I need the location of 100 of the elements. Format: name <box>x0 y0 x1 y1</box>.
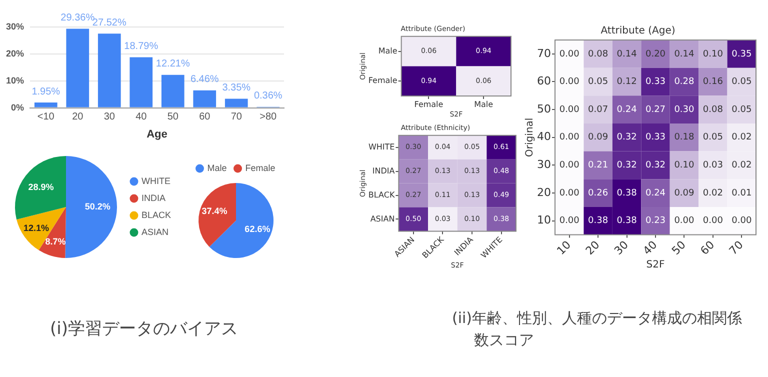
data-label: 0.05 <box>732 104 752 115</box>
data-label: 0.23 <box>645 216 666 226</box>
data-label: 8.7% <box>45 236 66 247</box>
data-label: 18.79% <box>124 40 158 52</box>
x-tick-label: 60 <box>698 238 718 258</box>
data-label: 1.95% <box>32 86 60 98</box>
data-label: 0.14 <box>674 49 695 60</box>
legend-label: INDIA <box>141 192 166 203</box>
x-axis-title: S2F <box>646 260 665 271</box>
y-tick-label: BLACK <box>368 190 396 200</box>
data-label: 29.36% <box>60 12 95 24</box>
y-tick-label: 0% <box>11 102 24 112</box>
x-tick-label: <10 <box>37 112 55 123</box>
data-label: 0.32 <box>645 160 666 171</box>
data-label: 62.6% <box>244 224 270 234</box>
x-tick-label: 20 <box>583 238 602 258</box>
y-tick-label: 10 <box>536 214 551 227</box>
data-label: 12.21% <box>156 58 190 70</box>
legend-label: BLACK <box>141 210 171 220</box>
data-label: 0.00 <box>559 216 580 226</box>
data-label: 0.00 <box>559 104 580 115</box>
legend-label: ASIAN <box>141 226 168 237</box>
y-tick-label: 30 <box>536 158 551 172</box>
data-label: 0.24 <box>616 104 638 115</box>
data-label: 0.03 <box>702 160 723 171</box>
x-tick-label: 30 <box>104 112 116 123</box>
data-label: 0.33 <box>645 77 666 88</box>
data-label: 12.1% <box>24 223 50 234</box>
x-tick-label: 40 <box>136 112 148 123</box>
data-label: 0.32 <box>616 132 637 143</box>
data-label: 0.38 <box>588 216 608 226</box>
data-label: 0.10 <box>674 160 695 171</box>
data-label: 0.36% <box>254 90 282 102</box>
data-label: 0.00 <box>559 77 580 88</box>
chart-title: Attribute (Age) <box>600 26 676 37</box>
x-tick-label: 70 <box>230 112 242 123</box>
y-tick-label: Female <box>368 76 398 86</box>
data-label: 0.01 <box>732 188 752 198</box>
data-label: 0.00 <box>559 188 580 198</box>
x-tick-label: 50 <box>167 112 179 123</box>
x-tick-label: 40 <box>640 238 660 258</box>
data-label: 0.05 <box>702 132 723 143</box>
y-tick-label: 30% <box>6 21 24 32</box>
bar <box>130 57 153 108</box>
data-label: 0.09 <box>588 132 608 143</box>
y-tick-label: 20 <box>536 186 551 199</box>
data-label: 27.52% <box>92 17 126 28</box>
bar <box>34 102 58 108</box>
legend-label: Female <box>245 162 276 173</box>
data-label: 28.9% <box>28 182 54 192</box>
x-tick-label: 50 <box>669 238 688 258</box>
data-label: 0.32 <box>616 160 637 171</box>
data-label: 0.27 <box>645 104 666 115</box>
data-label: 0.02 <box>732 132 752 143</box>
data-label: 37.4% <box>202 206 228 216</box>
data-label: 0.38 <box>616 216 638 226</box>
y-tick-label: 20% <box>6 48 24 58</box>
data-label: 0.38 <box>616 188 638 198</box>
x-tick-label: >80 <box>260 112 278 123</box>
bar <box>224 98 248 108</box>
text: (ii)年齢、性別、人種のデータ構成の相関係数スコア <box>452 308 744 351</box>
data-label: 0.35 <box>732 49 752 60</box>
text: (i)学習データのバイアス <box>50 318 239 340</box>
data-label: 0.02 <box>702 188 723 198</box>
data-label: 0.00 <box>674 216 695 226</box>
y-axis-title: Original <box>524 118 536 157</box>
legend-label: WHITE <box>141 176 170 186</box>
data-label: 50.2% <box>84 202 110 212</box>
data-label: 0.00 <box>559 160 580 171</box>
data-label: 0.33 <box>645 132 666 143</box>
data-label: 0.10 <box>702 49 724 60</box>
data-label: 0.08 <box>588 49 608 60</box>
x-tick-label: 30 <box>612 238 631 258</box>
data-label: 0.12 <box>616 77 637 88</box>
x-axis-title: Age <box>146 128 168 140</box>
data-label: 0.00 <box>559 132 580 143</box>
y-tick-label: 40 <box>536 130 551 144</box>
bar <box>193 90 216 108</box>
data-label: 0.20 <box>645 49 666 60</box>
data-label: 0.08 <box>702 104 724 115</box>
y-tick-label: 10% <box>6 75 24 86</box>
data-label: 0.24 <box>645 188 666 198</box>
data-label: 0.16 <box>702 77 724 88</box>
x-tick-label: 20 <box>72 112 84 123</box>
x-tick-label: 70 <box>726 238 746 258</box>
y-tick-label: ASIAN <box>370 214 395 224</box>
data-label: 0.05 <box>588 77 608 88</box>
y-tick-label: WHITE <box>368 142 395 152</box>
x-tick-label: 10 <box>554 238 574 258</box>
data-label: 0.30 <box>674 104 695 115</box>
y-tick-label: 60 <box>536 74 551 88</box>
legend-label: Male <box>207 162 227 173</box>
data-label: 0.00 <box>732 216 752 226</box>
bar <box>66 28 90 108</box>
data-label: 0.09 <box>674 188 695 198</box>
bar <box>98 34 121 108</box>
data-label: 0.28 <box>674 77 695 88</box>
data-label: 0.21 <box>588 160 608 171</box>
bar <box>161 74 184 108</box>
data-label: 0.26 <box>588 188 608 198</box>
